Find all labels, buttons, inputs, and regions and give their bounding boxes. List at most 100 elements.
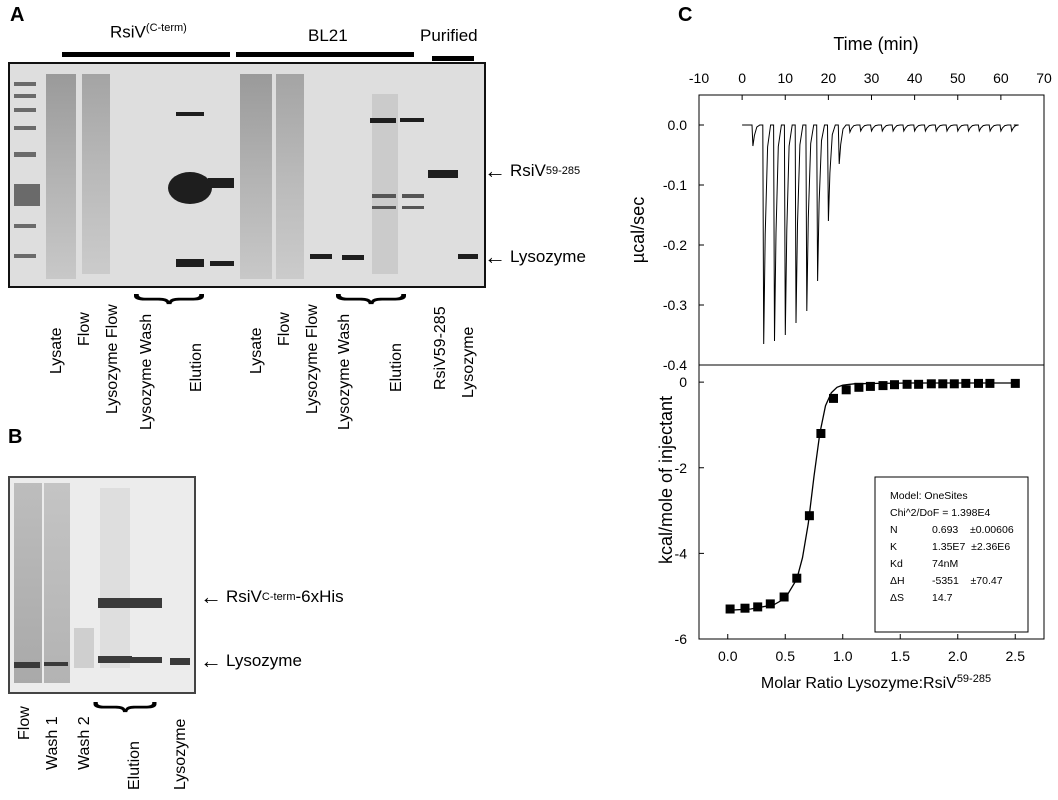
top-xtick-label-5: 40: [907, 70, 923, 86]
bottom-plot-frame: [698, 364, 1045, 640]
bottom-ylabel: kcal/mole of injectant: [656, 396, 676, 564]
fit-param-3-val: 1.35E7 ±2.36E6: [932, 541, 1010, 553]
data-point-14: [902, 379, 912, 389]
fit-param-0: Model: OneSites: [890, 490, 968, 502]
data-point-10: [854, 382, 864, 392]
bottom-xtick-label-1: 0.5: [776, 648, 796, 664]
lane-label-a-7: Flow: [276, 312, 293, 346]
top-xlabel: Time (min): [833, 34, 918, 54]
binding-points: [725, 378, 1020, 614]
gel-image-a: [8, 62, 486, 288]
bottom-xtick-label-3: 1.5: [891, 648, 911, 664]
gel-b-svg: [10, 478, 194, 692]
data-point-1: [740, 603, 750, 613]
lane-label-a-8: Lysozyme Flow: [304, 304, 321, 414]
lane-label-a-12: Lysozyme: [460, 326, 477, 398]
data-point-8: [829, 393, 838, 403]
data-point-5: [792, 573, 802, 583]
lane-label-a-4: Lysozyme Wash: [138, 313, 155, 430]
data-point-22: [1010, 378, 1020, 388]
fit-param-4-val: 74nM: [932, 558, 958, 570]
fit-param-2-key: N: [890, 524, 898, 536]
lane-label-a-1: Lysate: [48, 327, 65, 374]
panel-a-letter: A: [10, 4, 25, 26]
itc-figure: Time (min) -10 0 10 20 30 40 50 60 70 0.0 -0.1 -0.2…: [628, 34, 1052, 692]
top-ytick-label-1: -0.1: [663, 177, 687, 193]
bottom-ytick-label-0: 0: [679, 374, 687, 390]
lane-label-a-5: Elution: [188, 343, 205, 392]
panel-c-letter: C: [678, 4, 693, 26]
lane-label-a-3: Lysozyme Flow: [104, 304, 121, 414]
lane-label-b-5: Lysozyme: [172, 718, 189, 790]
fit-param-5-key: ΔH: [890, 575, 905, 587]
fit-param-5-val: -5351 ±70.47: [932, 575, 1003, 587]
top-axis-ticks: -10 0 10 20 30 40 50 60 70 0.0 -0.1 -0.2 -0.3 -0.4: [663, 70, 1052, 373]
lane-label-a-6: Lysate: [248, 327, 265, 374]
arrow-left-icon: ←: [484, 244, 506, 269]
group-label-rsiv-cterm: RsiV(C-term): [110, 22, 187, 42]
top-plot-frame: [698, 94, 1045, 366]
arrow-left-icon: ←: [200, 648, 222, 673]
data-point-15: [914, 379, 924, 389]
data-point-18: [949, 379, 959, 389]
bottom-xtick-label-4: 2.0: [948, 648, 968, 664]
fit-parameter-text: Model: OneSites Chi^2/DoF = 1.398E4 N 0.…: [890, 490, 1014, 604]
data-point-20: [974, 378, 983, 388]
top-ytick-label-0: 0.0: [668, 117, 688, 133]
lane-label-b-4: Elution: [126, 741, 143, 790]
gel-a-svg: [10, 64, 484, 286]
fit-param-3-key: K: [890, 541, 897, 553]
gel-image-b: [8, 476, 196, 694]
bottom-xtick-label-0: 0.0: [718, 648, 738, 664]
data-point-13: [890, 380, 899, 390]
data-point-3: [765, 599, 775, 609]
data-point-2: [753, 602, 763, 612]
top-xtick-label-7: 60: [993, 70, 1009, 86]
arrow-left-icon: ←: [484, 158, 506, 183]
top-xtick-label-4: 30: [864, 70, 880, 86]
top-xtick-label-3: 20: [821, 70, 837, 86]
data-point-12: [878, 381, 888, 391]
data-point-19: [961, 378, 971, 388]
bottom-axis-ticks: 0.0 0.5 1.0 1.5 2.0 2.5 0 -2 -4 -6: [675, 374, 1026, 664]
top-xtick-label-1: 0: [738, 70, 746, 86]
lane-label-a-2: Flow: [76, 312, 93, 346]
data-point-9: [841, 385, 851, 395]
top-ylabel: µcal/sec: [628, 197, 648, 263]
lane-label-b-3: Wash 2: [76, 716, 93, 770]
fit-param-1: Chi^2/DoF = 1.398E4: [890, 507, 991, 519]
top-xtick-label-0: -10: [689, 70, 709, 86]
marker-lysozyme-b: ← Lysozyme: [200, 648, 302, 673]
top-xtick-label-6: 50: [950, 70, 966, 86]
bottom-xtick-label-5: 2.5: [1006, 648, 1026, 664]
bottom-ytick-label-1: -2: [675, 460, 688, 476]
data-point-7: [816, 429, 826, 438]
data-point-16: [926, 379, 936, 389]
group-label-purified: Purified: [420, 26, 478, 45]
panel-b-letter: B: [8, 426, 23, 448]
data-point-4: [779, 592, 789, 602]
bottom-xlabel: Molar Ratio Lysozyme:RsiV59-285: [761, 673, 991, 692]
group-label-bl21: BL21: [308, 26, 348, 45]
data-point-0: [725, 604, 735, 614]
marker-rsiv-cterm-6xhis: ← RsiV C-term -6xHis: [200, 584, 344, 609]
bottom-ytick-label-2: -4: [675, 545, 688, 561]
data-point-21: [985, 378, 995, 388]
top-ytick-label-4: -0.4: [663, 357, 687, 373]
fit-param-6-val: 14.7: [932, 592, 953, 604]
group-bar-purified: [432, 56, 474, 61]
arrow-left-icon: ←: [200, 584, 222, 609]
lane-label-a-10: Elution: [388, 343, 405, 392]
lane-label-b-1: Flow: [16, 706, 33, 740]
marker-lysozyme-a: ← Lysozyme: [484, 244, 586, 269]
lane-label-a-9: Lysozyme Wash: [336, 313, 353, 430]
top-xtick-label-2: 10: [777, 70, 793, 86]
bottom-ytick-label-3: -6: [675, 631, 688, 647]
group-bar-bl21: [236, 52, 414, 57]
group-bar-rsiv-cterm: [62, 52, 230, 57]
elution-brace-a-2: }: [333, 293, 418, 305]
lane-label-b-2: Wash 1: [44, 716, 61, 770]
bottom-xtick-label-2: 1.0: [833, 648, 853, 664]
fit-param-6-key: ΔS: [890, 592, 904, 604]
fit-param-4-key: Kd: [890, 558, 903, 570]
